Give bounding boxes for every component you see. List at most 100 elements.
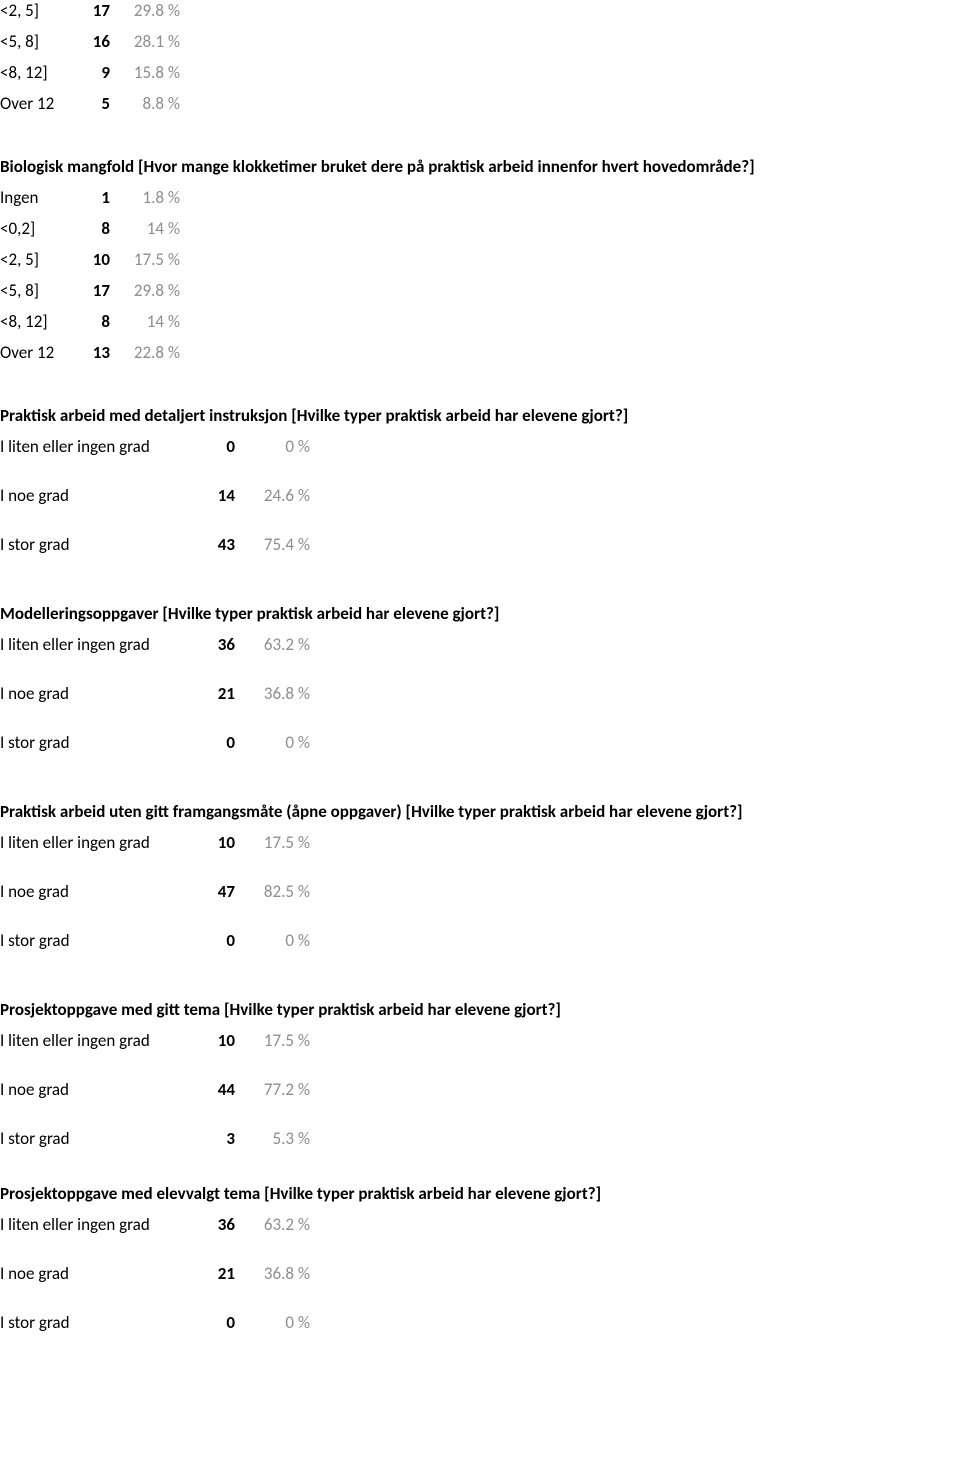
row-value: 10	[205, 1030, 235, 1051]
row-percent: 0 %	[235, 1312, 310, 1333]
section-biologisk-mangfold: Biologisk mangfold [Hvor mange klokketim…	[0, 156, 960, 363]
table-row: <2, 5] 10 17.5 %	[0, 249, 960, 270]
section-modellering: Modelleringsoppgaver [Hvilke typer prakt…	[0, 603, 960, 753]
row-value: 36	[205, 634, 235, 655]
table-row: I noe grad 44 77.2 %	[0, 1079, 960, 1100]
section-title: Modelleringsoppgaver [Hvilke typer prakt…	[0, 603, 960, 626]
row-percent: 14 %	[110, 311, 180, 332]
row-label: I liten eller ingen grad	[0, 1030, 205, 1051]
table-row: I stor grad 43 75.4 %	[0, 534, 960, 555]
row-value: 10	[205, 832, 235, 853]
table-row: I stor grad 3 5.3 %	[0, 1128, 960, 1149]
row-label: I stor grad	[0, 930, 205, 951]
row-label: <2, 5]	[0, 249, 80, 270]
row-value: 8	[80, 311, 110, 332]
row-value: 1	[80, 187, 110, 208]
row-label: I noe grad	[0, 1263, 205, 1284]
row-value: 0	[205, 1312, 235, 1333]
row-percent: 0 %	[235, 930, 310, 951]
row-percent: 29.8 %	[110, 0, 180, 21]
row-percent: 5.3 %	[235, 1128, 310, 1149]
row-label: Over 12	[0, 93, 80, 114]
table-row: Ingen 1 1.8 %	[0, 187, 960, 208]
row-percent: 0 %	[235, 436, 310, 457]
row-percent: 63.2 %	[235, 634, 310, 655]
row-value: 5	[80, 93, 110, 114]
row-value: 14	[205, 485, 235, 506]
section-prosjekt-gitt: Prosjektoppgave med gitt tema [Hvilke ty…	[0, 999, 960, 1149]
section-title: Prosjektoppgave med elevvalgt tema [Hvil…	[0, 1183, 960, 1206]
section-prosjekt-elevvalgt: Prosjektoppgave med elevvalgt tema [Hvil…	[0, 1183, 960, 1333]
row-label: I noe grad	[0, 1079, 205, 1100]
row-label: I noe grad	[0, 683, 205, 704]
row-label: I liten eller ingen grad	[0, 1214, 205, 1235]
row-label: <0,2]	[0, 218, 80, 239]
table-row: <5, 8] 16 28.1 %	[0, 31, 960, 52]
table-row: I noe grad 21 36.8 %	[0, 683, 960, 704]
row-label: I stor grad	[0, 1312, 205, 1333]
table-row: I liten eller ingen grad 10 17.5 %	[0, 832, 960, 853]
table-row: I stor grad 0 0 %	[0, 732, 960, 753]
row-percent: 8.8 %	[110, 93, 180, 114]
section-title: Praktisk arbeid med detaljert instruksjo…	[0, 405, 960, 428]
section-continuation: <2, 5] 17 29.8 % <5, 8] 16 28.1 % <8, 12…	[0, 0, 960, 114]
row-percent: 14 %	[110, 218, 180, 239]
table-row: I liten eller ingen grad 36 63.2 %	[0, 1214, 960, 1235]
row-percent: 22.8 %	[110, 342, 180, 363]
table-row: I liten eller ingen grad 10 17.5 %	[0, 1030, 960, 1051]
table-row: I noe grad 21 36.8 %	[0, 1263, 960, 1284]
row-percent: 82.5 %	[235, 881, 310, 902]
table-row: <8, 12] 8 14 %	[0, 311, 960, 332]
row-label: Over 12	[0, 342, 80, 363]
row-label: I liten eller ingen grad	[0, 832, 205, 853]
row-percent: 15.8 %	[110, 62, 180, 83]
row-percent: 36.8 %	[235, 1263, 310, 1284]
table-row: Over 12 5 8.8 %	[0, 93, 960, 114]
row-label: <5, 8]	[0, 31, 80, 52]
row-label: <8, 12]	[0, 311, 80, 332]
row-percent: 17.5 %	[110, 249, 180, 270]
row-value: 16	[80, 31, 110, 52]
row-value: 21	[205, 1263, 235, 1284]
row-percent: 75.4 %	[235, 534, 310, 555]
row-label: I stor grad	[0, 1128, 205, 1149]
row-label: I stor grad	[0, 732, 205, 753]
row-value: 8	[80, 218, 110, 239]
row-value: 44	[205, 1079, 235, 1100]
table-row: <0,2] 8 14 %	[0, 218, 960, 239]
section-title: Biologisk mangfold [Hvor mange klokketim…	[0, 156, 960, 179]
row-label: I liten eller ingen grad	[0, 436, 205, 457]
section-praktisk-detaljert: Praktisk arbeid med detaljert instruksjo…	[0, 405, 960, 555]
table-row: I stor grad 0 0 %	[0, 930, 960, 951]
row-value: 36	[205, 1214, 235, 1235]
row-value: 21	[205, 683, 235, 704]
table-row: <5, 8] 17 29.8 %	[0, 280, 960, 301]
table-row: <2, 5] 17 29.8 %	[0, 0, 960, 21]
row-percent: 36.8 %	[235, 683, 310, 704]
row-label: Ingen	[0, 187, 80, 208]
row-percent: 77.2 %	[235, 1079, 310, 1100]
table-row: Over 12 13 22.8 %	[0, 342, 960, 363]
section-title: Prosjektoppgave med gitt tema [Hvilke ty…	[0, 999, 960, 1022]
row-value: 0	[205, 732, 235, 753]
row-label: <5, 8]	[0, 280, 80, 301]
row-percent: 28.1 %	[110, 31, 180, 52]
row-value: 17	[80, 280, 110, 301]
table-row: I noe grad 47 82.5 %	[0, 881, 960, 902]
row-value: 43	[205, 534, 235, 555]
section-praktisk-apne: Praktisk arbeid uten gitt framgangsmåte …	[0, 801, 960, 951]
row-percent: 17.5 %	[235, 1030, 310, 1051]
row-label: I stor grad	[0, 534, 205, 555]
section-title: Praktisk arbeid uten gitt framgangsmåte …	[0, 801, 960, 824]
row-label: <8, 12]	[0, 62, 80, 83]
table-row: I liten eller ingen grad 36 63.2 %	[0, 634, 960, 655]
row-value: 10	[80, 249, 110, 270]
row-value: 47	[205, 881, 235, 902]
row-value: 13	[80, 342, 110, 363]
row-percent: 0 %	[235, 732, 310, 753]
row-percent: 24.6 %	[235, 485, 310, 506]
table-row: I noe grad 14 24.6 %	[0, 485, 960, 506]
row-percent: 1.8 %	[110, 187, 180, 208]
row-label: <2, 5]	[0, 0, 80, 21]
table-row: I stor grad 0 0 %	[0, 1312, 960, 1333]
